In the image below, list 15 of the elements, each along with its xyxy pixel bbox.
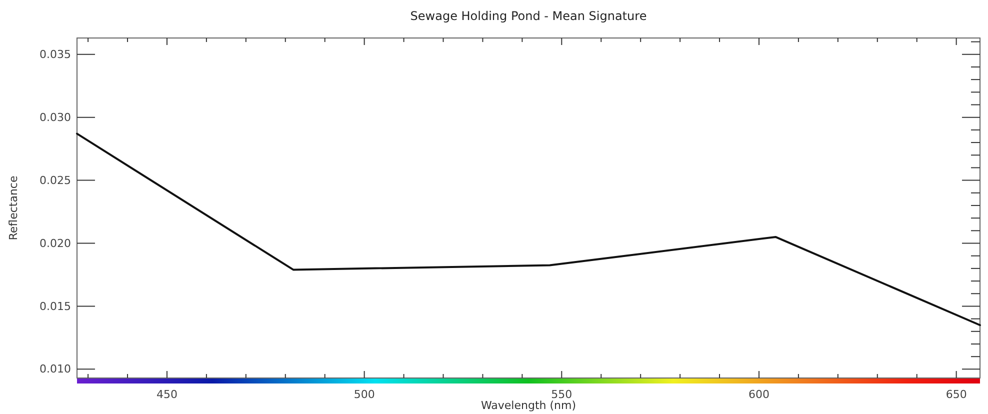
- chart-title: Sewage Holding Pond - Mean Signature: [410, 9, 647, 23]
- x-tick-label: 500: [354, 388, 375, 401]
- y-tick-label: 0.015: [40, 300, 71, 313]
- y-tick-label: 0.035: [40, 48, 71, 61]
- y-tick-label: 0.025: [40, 174, 71, 187]
- x-tick-label: 650: [946, 388, 967, 401]
- x-tick-label: 450: [156, 388, 178, 401]
- x-tick-label: 600: [748, 388, 770, 401]
- x-tick-label: 550: [551, 388, 572, 401]
- y-tick-label: 0.030: [40, 110, 71, 124]
- y-axis-title: Reflectance: [7, 176, 20, 240]
- y-tick-label: 0.010: [40, 362, 71, 376]
- x-axis-title: Wavelength (nm): [480, 399, 576, 412]
- y-tick-label: 0.020: [40, 236, 71, 250]
- line-series: [76, 132, 981, 326]
